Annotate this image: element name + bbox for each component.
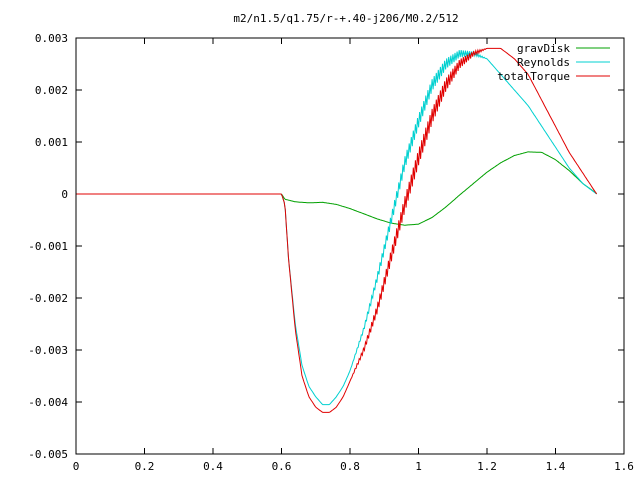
y-tick-label: 0.003 bbox=[35, 32, 68, 45]
y-tick-label: -0.003 bbox=[28, 344, 68, 357]
y-tick-label: -0.004 bbox=[28, 396, 68, 409]
y-tick-label: -0.005 bbox=[28, 448, 68, 461]
y-tick-label: 0 bbox=[61, 188, 68, 201]
y-tick-label: 0.002 bbox=[35, 84, 68, 97]
plot-border bbox=[75, 37, 625, 455]
x-tick-label: 1 bbox=[415, 460, 422, 473]
x-tick-label: 1.2 bbox=[477, 460, 497, 473]
chart-title: m2/n1.5/q1.75/r-+.40-j206/M0.2/512 bbox=[233, 12, 458, 25]
x-tick-label: 1.6 bbox=[614, 460, 634, 473]
legend-label: totalTorque bbox=[497, 70, 570, 83]
legend-label: Reynolds bbox=[517, 56, 570, 69]
y-tick-label: -0.002 bbox=[28, 292, 68, 305]
x-tick-label: 1.4 bbox=[546, 460, 566, 473]
series-line-Reynolds bbox=[76, 49, 597, 406]
x-tick-label: 0.6 bbox=[272, 460, 292, 473]
series-line-totalTorque bbox=[76, 47, 598, 413]
x-tick-label: 0 bbox=[73, 460, 80, 473]
y-tick-label: 0.001 bbox=[35, 136, 68, 149]
x-tick-label: 0.4 bbox=[203, 460, 223, 473]
series-line-gravDisk bbox=[76, 151, 597, 226]
legend-label: gravDisk bbox=[517, 42, 570, 55]
x-tick-label: 0.8 bbox=[340, 460, 360, 473]
x-tick-label: 0.2 bbox=[135, 460, 155, 473]
y-tick-label: -0.001 bbox=[28, 240, 68, 253]
